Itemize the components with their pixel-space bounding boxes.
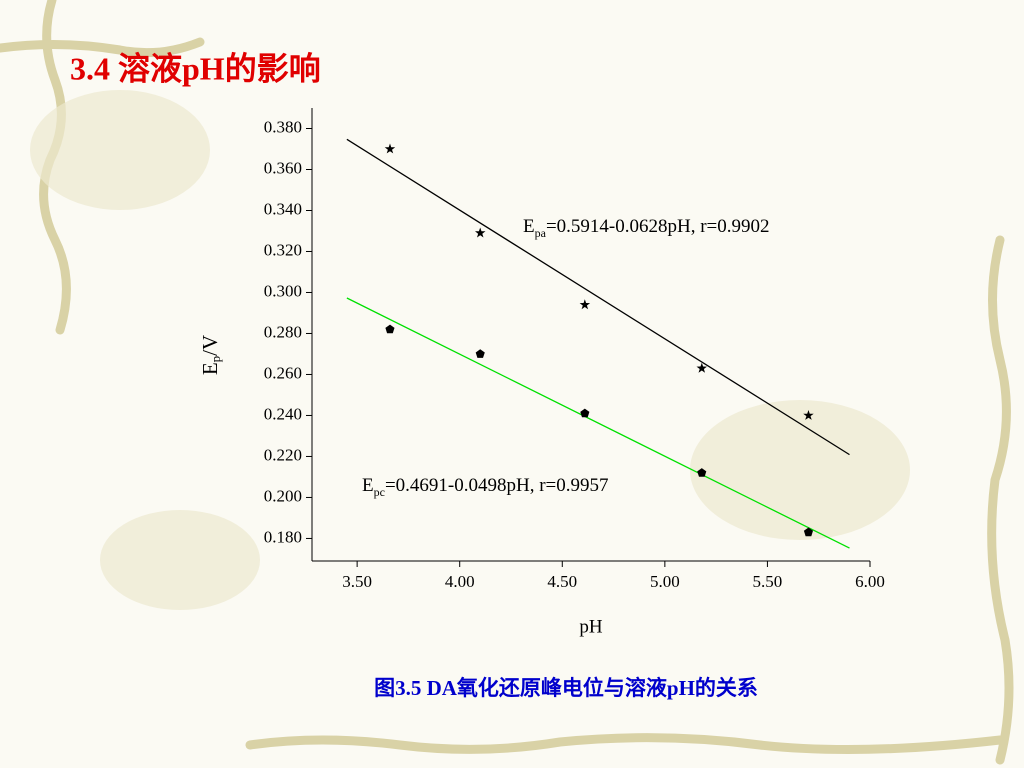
x-tick-label: 6.00	[855, 572, 885, 591]
y-tick-label: 0.320	[264, 240, 302, 259]
y-tick-label: 0.300	[264, 281, 302, 300]
data-point	[697, 468, 707, 477]
annotation-sub: pc	[374, 485, 385, 499]
x-tick-label: 4.00	[445, 572, 475, 591]
data-point	[385, 324, 395, 334]
y-label-rest: /V	[198, 335, 222, 356]
y-tick-label: 0.280	[264, 322, 302, 341]
x-axis-label: pH	[579, 616, 603, 637]
annotation: Epc=0.4691-0.0498pH, r=0.9957	[362, 475, 609, 498]
x-tick-label: 4.50	[547, 572, 577, 591]
y-tick-label: 0.260	[264, 363, 302, 382]
data-point	[696, 362, 707, 373]
annotation-main: E	[362, 475, 374, 496]
annotation-sub: pa	[535, 226, 547, 240]
annotation-rest: =0.4691-0.0498pH, r=0.9957	[385, 475, 609, 496]
data-point	[579, 299, 591, 310]
data-point	[475, 349, 485, 358]
annotation: Epa=0.5914-0.0628pH, r=0.9902	[523, 216, 770, 239]
y-tick-label: 0.360	[264, 158, 302, 177]
x-tick-label: 3.50	[342, 572, 372, 591]
y-label-sub: p	[208, 356, 223, 363]
y-tick-label: 0.180	[264, 527, 302, 546]
data-point	[475, 227, 486, 238]
y-tick-label: 0.380	[264, 117, 302, 136]
annotation-rest: =0.5914-0.0628pH, r=0.9902	[546, 216, 770, 237]
y-tick-label: 0.340	[264, 199, 302, 218]
y-tick-label: 0.240	[264, 404, 302, 423]
fit-line	[346, 138, 850, 456]
data-point	[803, 410, 814, 420]
slide-title: 3.4 溶液pH的影响	[70, 50, 321, 86]
data-point	[384, 143, 396, 154]
x-tick-label: 5.00	[650, 572, 680, 591]
fit-line	[346, 297, 850, 549]
y-label-main: E	[198, 362, 222, 375]
figure-caption: 图3.5 DA氧化还原峰电位与溶液pH的关系	[374, 676, 758, 700]
background-blossoms	[30, 90, 910, 610]
data-point	[580, 408, 590, 418]
annotation-main: E	[523, 216, 535, 237]
x-tick-label: 5.50	[753, 572, 783, 591]
y-axis-label: Ep/V	[198, 335, 223, 375]
y-tick-label: 0.200	[264, 486, 302, 505]
data-point	[803, 527, 813, 537]
y-tick-label: 0.220	[264, 445, 302, 464]
